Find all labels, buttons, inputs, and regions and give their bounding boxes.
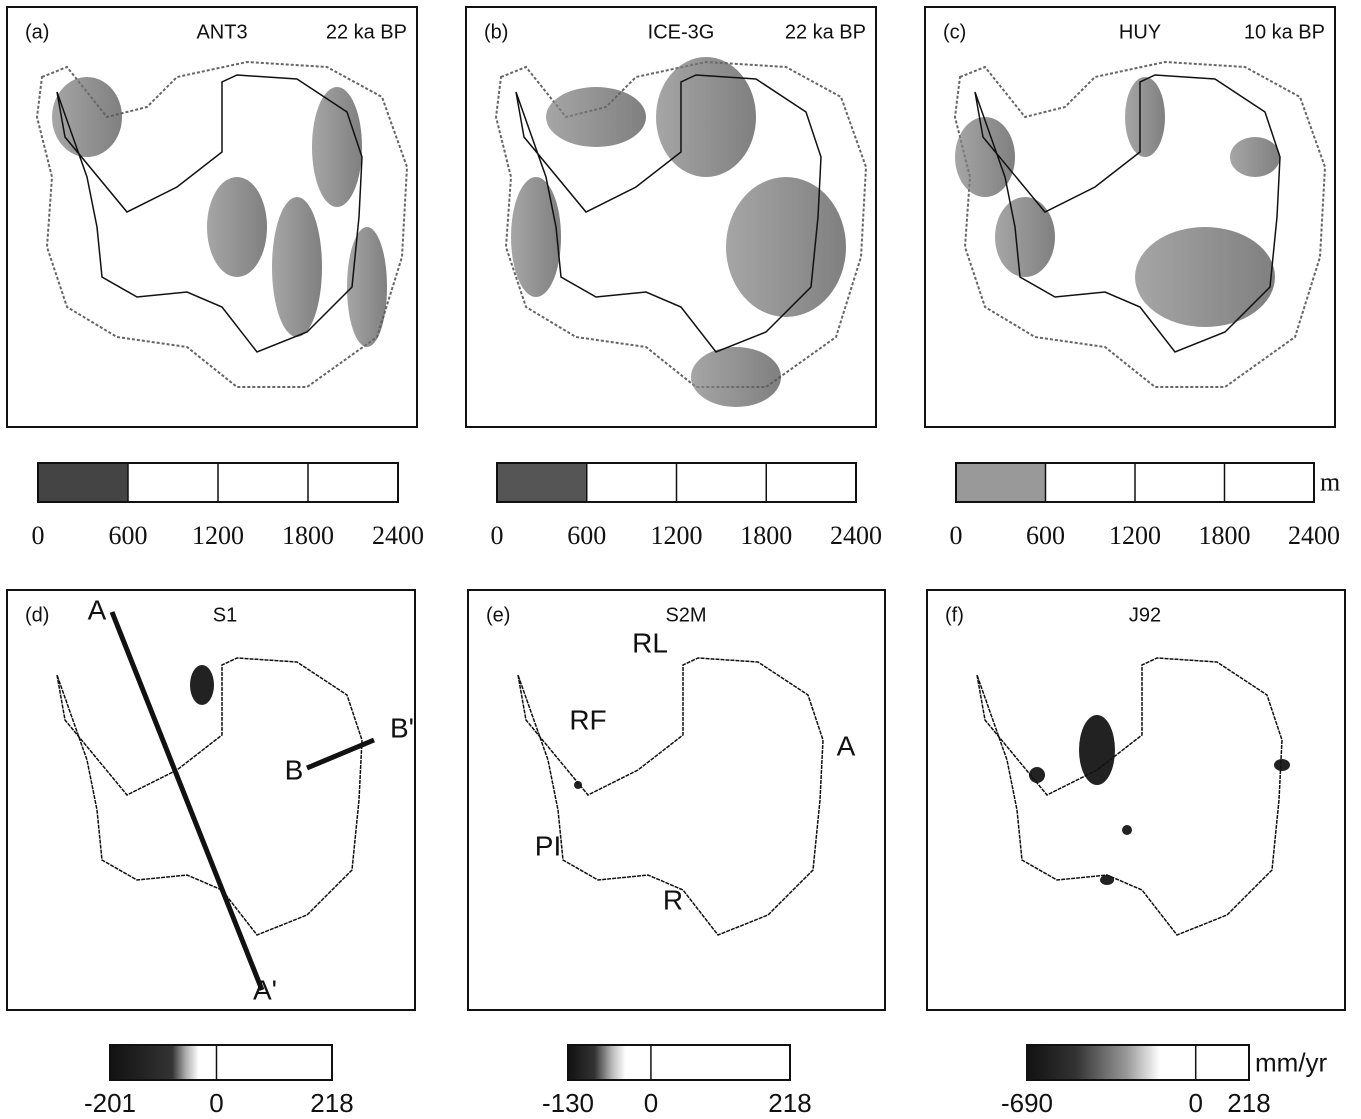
colorbar-tick-label: 600 xyxy=(567,521,606,550)
map-panel: (a) ANT3 22 ka BP xyxy=(7,7,417,427)
panel-title: S2M xyxy=(665,604,706,626)
panel-title: HUY xyxy=(1119,21,1161,43)
thickness-shading xyxy=(546,87,646,147)
colorbar-tick-label: 1200 xyxy=(192,521,244,550)
panel-label: (e) xyxy=(486,604,510,626)
map-panel: (c) HUY 10 ka BP xyxy=(925,7,1335,427)
panel-label: (d) xyxy=(25,604,49,626)
colorbar-tick-label: -690 xyxy=(1001,1088,1053,1118)
panel-label: (c) xyxy=(943,21,966,43)
panel-label: (a) xyxy=(25,21,49,43)
colorbar-fill xyxy=(110,1045,332,1080)
colorbar-tick-label: 600 xyxy=(109,521,148,550)
thickness-shading xyxy=(1125,77,1165,157)
map-annotation: B' xyxy=(390,712,414,743)
thickness-shading xyxy=(1230,137,1280,177)
colorbar-tick-label: 218 xyxy=(768,1088,811,1118)
map-annotation: RL xyxy=(632,627,668,658)
colorbar-tick-label: 0 xyxy=(950,521,963,550)
colorbar-fill xyxy=(956,463,1046,502)
thickness-shading xyxy=(52,77,122,157)
thickness-shading xyxy=(511,177,561,297)
map-annotation: B xyxy=(285,754,304,785)
panel-frame xyxy=(927,590,1345,1010)
panel-frame xyxy=(468,590,885,1010)
panel-subtitle: 10 ka BP xyxy=(1244,21,1325,43)
map-annotation: A xyxy=(837,730,856,761)
thickness-shading xyxy=(726,177,846,317)
colorbar-tick-label: 0 xyxy=(491,521,504,550)
panel-title: J92 xyxy=(1129,604,1161,626)
panel-frame xyxy=(7,590,415,1010)
colorbar-tick-label: 2400 xyxy=(1288,521,1340,550)
thickness-shading xyxy=(207,177,267,277)
panel-title: ICE-3G xyxy=(648,21,715,43)
colorbar-tick-label: 218 xyxy=(1227,1088,1270,1118)
map-annotation: PI xyxy=(535,830,561,861)
panel-title: S1 xyxy=(213,604,237,626)
map-panel: (f) J92 xyxy=(927,590,1345,1010)
colorbar-tick-label: 0 xyxy=(1188,1088,1202,1118)
panel-subtitle: 22 ka BP xyxy=(326,21,407,43)
colorbar-tick-label: -201 xyxy=(84,1088,136,1118)
map-annotation: A xyxy=(88,594,107,625)
panel-label: (b) xyxy=(484,21,508,43)
colorbar-tick-label: 218 xyxy=(310,1088,353,1118)
colorbar-unit: m xyxy=(1320,467,1340,496)
coastline xyxy=(977,658,1282,935)
colorbar-tick-label: 1200 xyxy=(1109,521,1161,550)
colorbar-tick-label: 0 xyxy=(644,1088,658,1118)
profile-line xyxy=(112,612,262,990)
map-annotation: R xyxy=(663,884,683,915)
colorbar-tick-label: 1200 xyxy=(651,521,703,550)
thickness-shading xyxy=(272,197,322,337)
thickness-shading xyxy=(691,347,781,407)
colorbar-unit: mm/yr xyxy=(1255,1047,1328,1077)
thickness-shading xyxy=(1122,825,1132,835)
colorbar-fill xyxy=(568,1045,790,1080)
colorbar-tick-label: 2400 xyxy=(830,521,882,550)
panel-subtitle: 22 ka BP xyxy=(785,21,866,43)
panel-title: ANT3 xyxy=(196,21,247,43)
colorbar-tick-label: 0 xyxy=(209,1088,223,1118)
colorbar-tick-label: 2400 xyxy=(372,521,424,550)
panel-label: (f) xyxy=(945,604,964,626)
map-panel: (d) S1 A A' B B' xyxy=(7,590,415,1010)
colorbar-tick-label: 1800 xyxy=(1199,521,1251,550)
colorbar-tick-label: -130 xyxy=(542,1088,594,1118)
thickness-shading xyxy=(1079,715,1115,785)
map-annotation: A' xyxy=(253,974,277,1005)
colorbar-tick-label: 1800 xyxy=(282,521,334,550)
profile-line xyxy=(307,740,374,768)
colorbar-fill xyxy=(497,463,587,502)
thickness-shading xyxy=(995,197,1055,277)
thickness-shading xyxy=(1135,227,1275,327)
colorbar-tick-label: 0 xyxy=(32,521,45,550)
thickness-shading xyxy=(347,227,387,347)
thickness-shading xyxy=(190,665,214,705)
map-annotation: RF xyxy=(569,704,606,735)
colorbar-tick-label: 600 xyxy=(1026,521,1065,550)
map-panel: (b) ICE-3G 22 ka BP xyxy=(466,7,876,427)
colorbar-tick-label: 1800 xyxy=(740,521,792,550)
figure: (a) ANT3 22 ka BP 0 600 1200 1800 2400 (b) ICE-3G… xyxy=(0,0,1361,1119)
colorbar-fill xyxy=(38,463,128,502)
thickness-shading xyxy=(1274,759,1290,771)
colorbar-fill xyxy=(1027,1045,1249,1080)
